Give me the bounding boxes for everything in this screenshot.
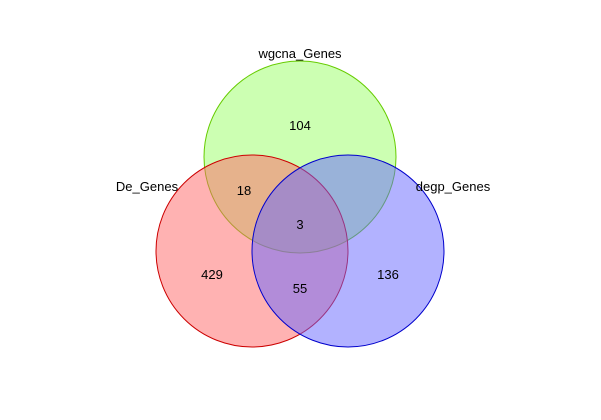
set-circles xyxy=(155,60,445,348)
all-three-count: 3 xyxy=(296,217,303,232)
de-wgcna-count: 18 xyxy=(237,183,251,198)
de-set-label: De_Genes xyxy=(116,179,179,194)
wgcna-only-count: 104 xyxy=(289,118,311,133)
wgcna-set-label: wgcna_Genes xyxy=(257,46,342,61)
de-only-count: 429 xyxy=(201,267,223,282)
degp-only-count: 136 xyxy=(377,267,399,282)
degp-set-circle xyxy=(251,154,445,348)
degp-set-label: degp_Genes xyxy=(416,179,491,194)
de-degp-count: 55 xyxy=(293,281,307,296)
